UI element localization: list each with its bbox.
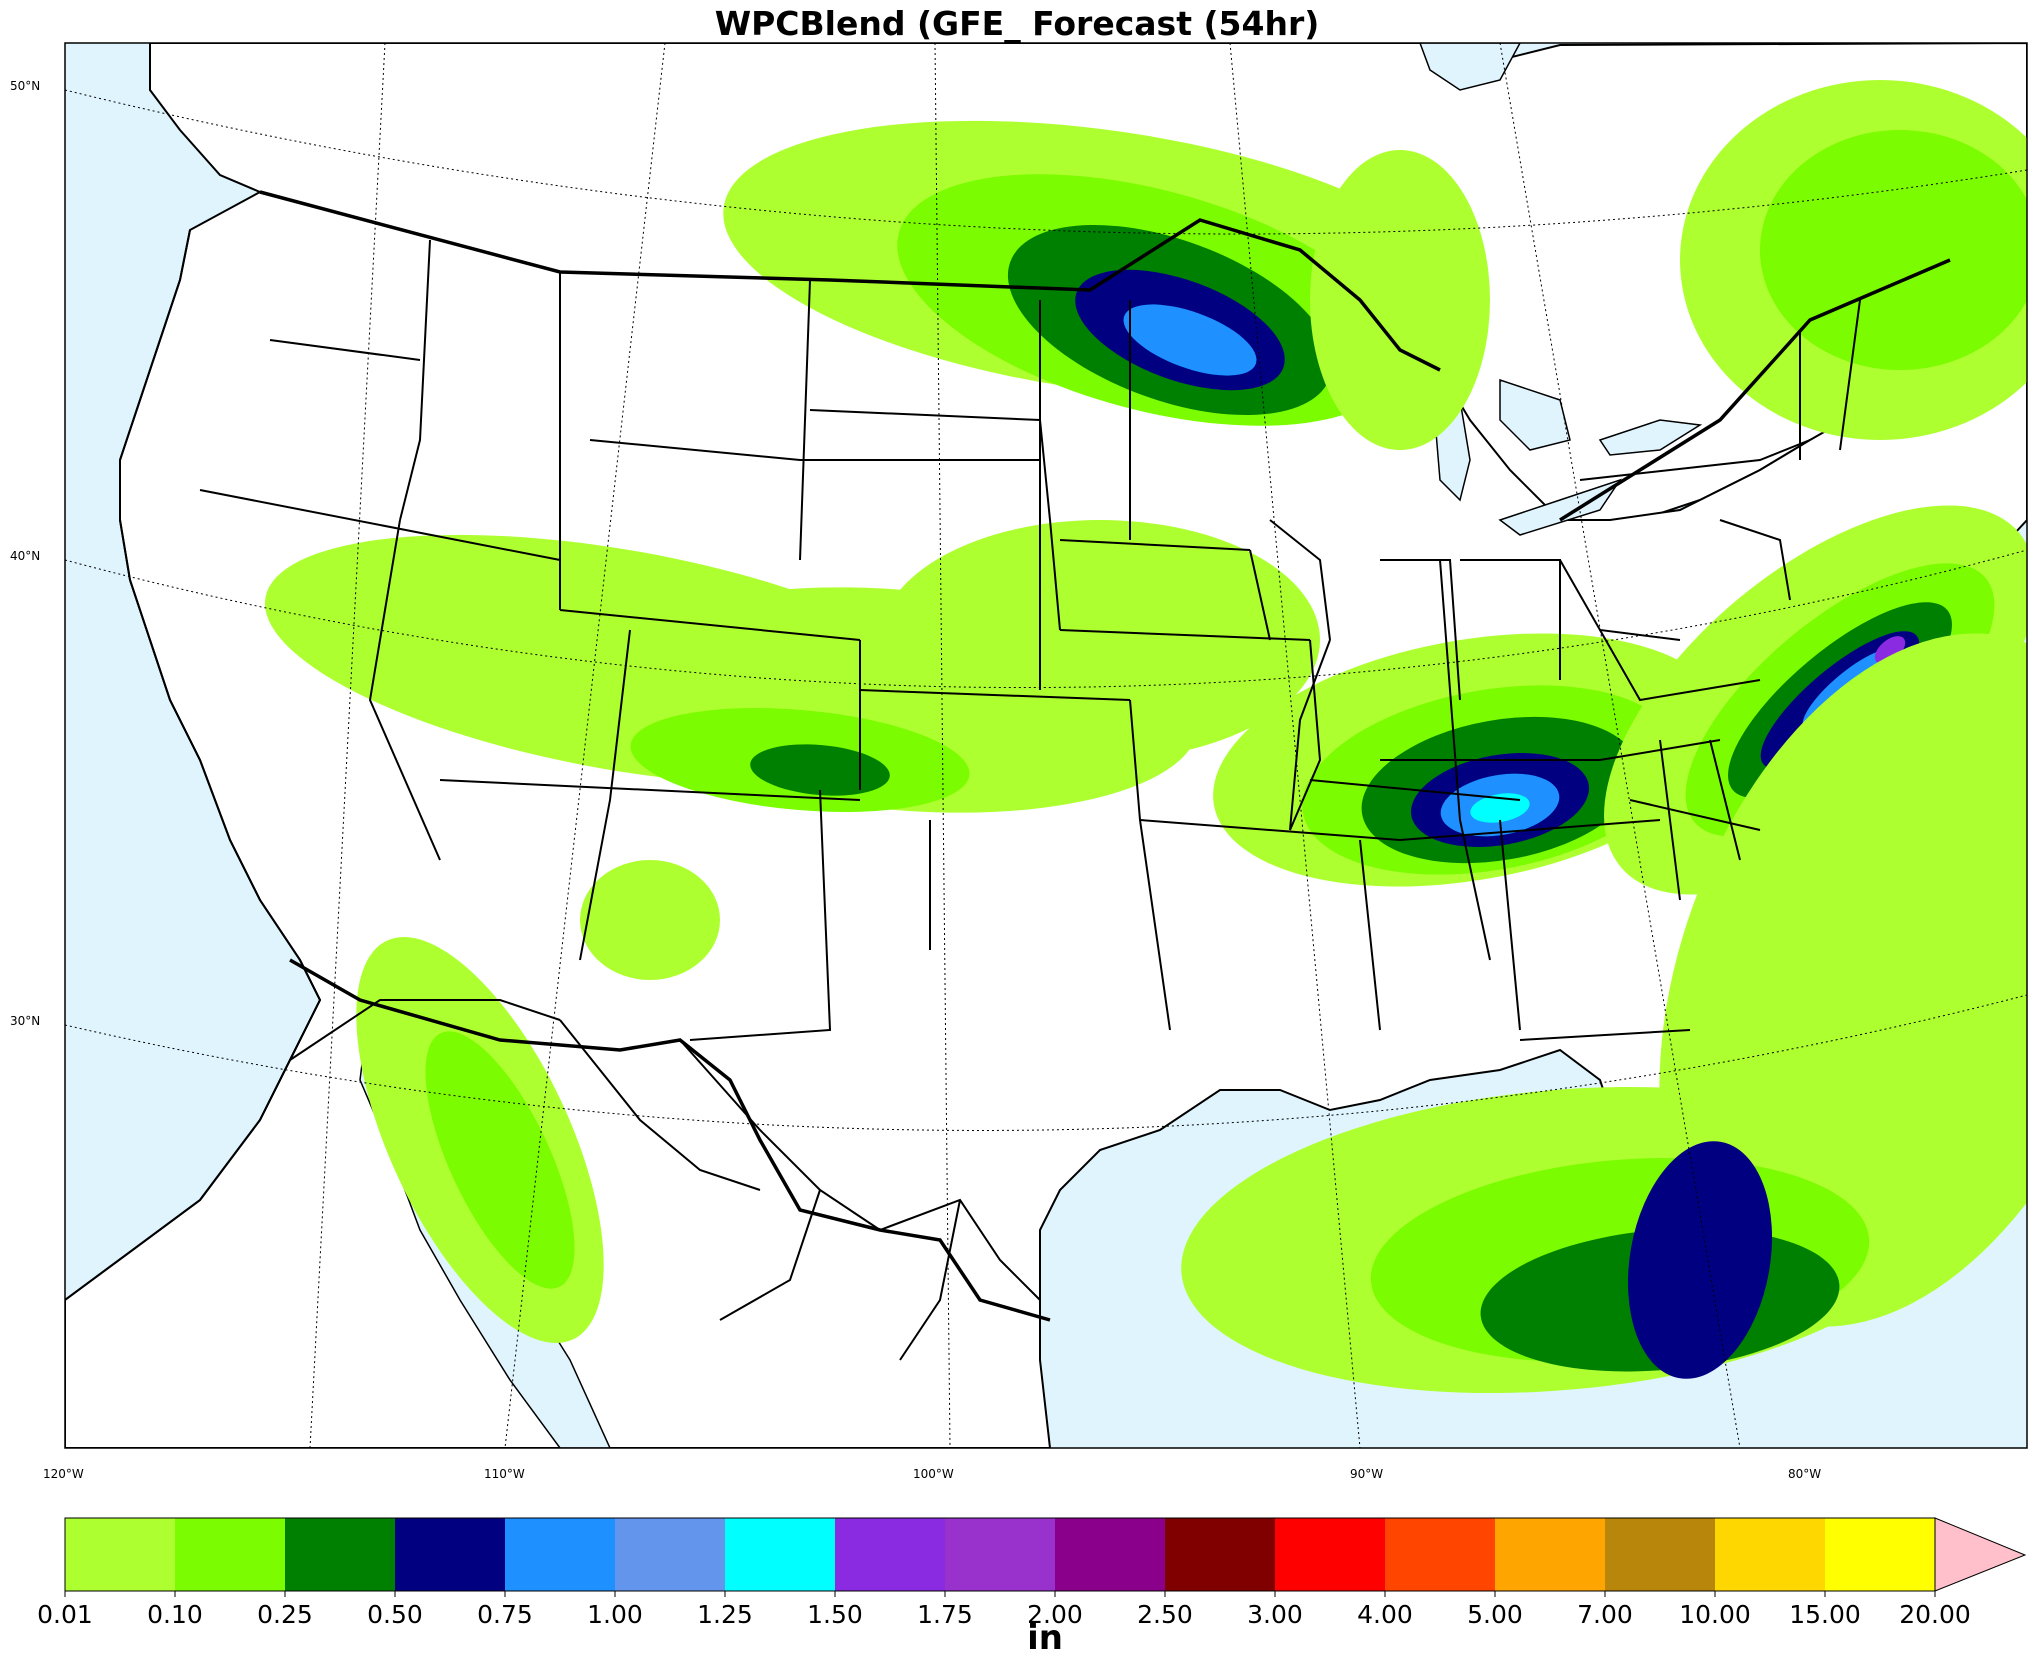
lon-label-100w: 100°W <box>913 1467 954 1480</box>
lon-label-110w: 110°W <box>484 1467 525 1480</box>
colorbar-swatch <box>615 1518 726 1591</box>
lake-ontario <box>1598 419 1703 456</box>
graticule <box>65 43 2027 1448</box>
colorbar-swatch <box>505 1518 616 1591</box>
lon-label-90w: 90°W <box>1350 1467 1383 1480</box>
colorbar-swatch <box>1715 1518 1826 1591</box>
colorbar-swatch <box>1605 1518 1716 1591</box>
colorbar-extend-arrow <box>1934 1517 2027 1592</box>
precip-area <box>1123 304 1257 376</box>
lon-label-80w: 80°W <box>1788 1467 1821 1480</box>
lat-label-50n: 50°N <box>10 79 40 93</box>
colorbar-swatch <box>945 1518 1056 1591</box>
state-borders <box>199 191 1861 1361</box>
colorbar-swatch <box>65 1518 176 1591</box>
precip-area <box>1310 150 1490 450</box>
lat-label-40n: 40°N <box>10 549 40 563</box>
colorbar-swatch <box>1165 1518 1276 1591</box>
colorbar-swatch <box>725 1518 836 1591</box>
international-borders <box>259 190 1951 1322</box>
hudson-bay-inlet <box>1419 43 1521 91</box>
precipitation-map: 50°N 40°N 30°N 120°W 110°W 100°W 90°W 80… <box>10 42 2028 1480</box>
precip-area <box>580 860 720 980</box>
map-frame <box>64 42 2028 1449</box>
lake-huron <box>1499 378 1571 451</box>
colorbar-swatch <box>1275 1518 1386 1591</box>
colorbar-swatch <box>1495 1518 1606 1591</box>
lon-label-120w: 120°W <box>43 1467 84 1480</box>
precip-area <box>1627 1141 1773 1379</box>
precipitation-field <box>264 80 2027 1394</box>
precip-area <box>425 1031 575 1289</box>
colorbar-swatch <box>835 1518 946 1591</box>
colorbar-units: in <box>1027 1618 1063 1658</box>
colorbar-swatch <box>175 1518 286 1591</box>
colorbar-swatch <box>1825 1518 1936 1591</box>
lake-erie <box>1498 478 1622 536</box>
precip-area <box>880 520 1320 760</box>
coastline-west <box>65 229 322 1301</box>
colorbar-frame <box>64 1517 1936 1592</box>
precip-area <box>1470 793 1530 823</box>
colorbar-swatch <box>285 1518 396 1591</box>
map-title: WPCBlend (GFE_ Forecast (54hr) <box>714 4 1320 43</box>
colorbar-swatch <box>1055 1518 1166 1591</box>
precip-area <box>1874 636 1906 664</box>
colorbar-swatch <box>395 1518 506 1591</box>
lat-label-30n: 30°N <box>10 1014 40 1028</box>
colorbar-swatch <box>1385 1518 1496 1591</box>
precip-area <box>1760 130 2027 370</box>
precip-area <box>750 744 890 796</box>
